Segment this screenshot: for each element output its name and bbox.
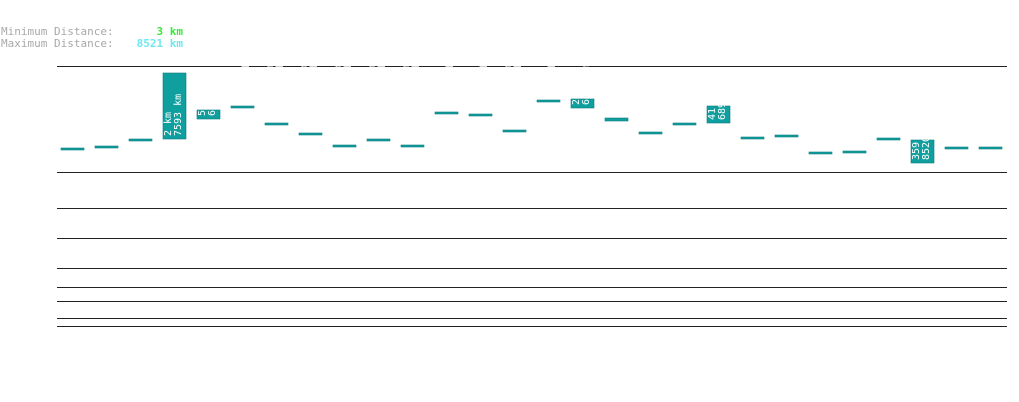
- bar-9-top-label: 323 km: [367, 62, 378, 98]
- bar-21-bottom-label: 7174 km: [785, 84, 796, 126]
- bar-9: [366, 138, 391, 142]
- bar-4-bottom-label: 6676 km: [207, 74, 218, 116]
- bar-1-top-label: 501 km: [95, 80, 106, 116]
- bar-19: [706, 105, 731, 124]
- maximum-distance-row: Maximum Distance: 8521 km: [1, 38, 183, 50]
- bar-0-bottom-label: 7035 km: [71, 81, 82, 123]
- bar-12: [468, 113, 493, 117]
- bar-20-bottom-label: 6686 km: [751, 74, 762, 116]
- bar-23-bottom-label: 6686 km: [853, 74, 864, 116]
- bar-10-bottom-label: 5654 km: [411, 56, 422, 98]
- bar-22-bottom-label: 6686 km: [819, 74, 830, 116]
- bar-4-top-label: 54 km: [197, 86, 208, 116]
- bar-1: [94, 145, 119, 149]
- bar-1-bottom-label: 6676 km: [105, 74, 116, 116]
- bar-17-bottom-label: 6686 km: [649, 74, 660, 116]
- minimum-distance-value: 3 km: [156, 25, 184, 38]
- bar-20: [740, 136, 765, 140]
- bar-2-bottom-label: 6676 km: [139, 74, 150, 116]
- bar-8-bottom-label: 5654 km: [343, 56, 354, 98]
- bar-0-top-label: 580 km: [61, 87, 72, 123]
- bar-12-bottom-label: 5654 km: [479, 56, 490, 98]
- bar-10-top-label: 466 km: [401, 62, 412, 98]
- bar-24-top-label: 314 km: [877, 80, 888, 116]
- bar-11: [434, 111, 459, 115]
- bar-3-bottom-label: 7593 km: [173, 94, 184, 136]
- bar-22-top-label: 734 km: [809, 80, 820, 116]
- minimum-distance-label: Minimum Distance:: [1, 25, 114, 38]
- bar-2: [128, 138, 153, 142]
- bar-7-top-label: 224 km: [299, 62, 310, 98]
- bar-25: [910, 139, 935, 164]
- bar-13-top-label: 190 km: [503, 62, 514, 98]
- bar-15-bottom-label: 6097 km: [581, 63, 592, 105]
- bar-18: [672, 122, 697, 126]
- bar-15-top-label: 26 km: [571, 75, 582, 105]
- bar-17-top-label: 210 km: [639, 80, 650, 116]
- bar-17: [638, 131, 663, 135]
- minimum-distance-row: Minimum Distance: 3 km: [1, 26, 183, 38]
- bar-12-top-label: 68 km: [469, 68, 480, 98]
- bar-10: [400, 144, 425, 148]
- bar-15: [570, 98, 595, 109]
- bar-20-top-label: 286 km: [741, 80, 752, 116]
- bar-19-top-label: 41 km: [707, 90, 718, 120]
- bar-27-top-label: 537 km: [979, 80, 990, 116]
- bar-9-bottom-label: 5654 km: [377, 56, 388, 98]
- bar-0: [60, 147, 85, 151]
- bar-22: [808, 151, 833, 155]
- bar-21: [774, 134, 799, 138]
- bar-8: [332, 144, 357, 148]
- bar-13: [502, 129, 527, 133]
- bar-24: [876, 137, 901, 141]
- bar-13-bottom-label: 5654 km: [513, 56, 524, 98]
- bar-8-top-label: 480 km: [333, 62, 344, 98]
- bar-16-bottom-label: 6765 km: [615, 76, 626, 118]
- bar-27-bottom-label: 6686 km: [989, 74, 1000, 116]
- bar-18-bottom-label: 6686 km: [683, 74, 694, 116]
- bar-26: [944, 146, 969, 150]
- bar-19-bottom-label: 6897 km: [717, 78, 728, 120]
- maximum-distance-value: 8521 km: [136, 37, 183, 50]
- bar-6: [264, 122, 289, 126]
- bar-14: [536, 99, 561, 103]
- bar-6-bottom-label: 5654 km: [275, 56, 286, 98]
- bar-5-top-label: 41 km: [231, 68, 242, 98]
- bar-23-top-label: 705 km: [843, 80, 854, 116]
- bar-16-top-label: 88 km: [605, 88, 616, 118]
- bar-26-bottom-label: 6686 km: [955, 74, 966, 116]
- bar-5: [230, 105, 255, 109]
- bar-6-top-label: 119 km: [265, 62, 276, 98]
- bar-23: [842, 150, 867, 154]
- bar-25-bottom-label: 8520 km: [921, 118, 932, 160]
- bar-21-top-label: 254 km: [775, 90, 786, 126]
- bar-18-top-label: 119 km: [673, 80, 684, 116]
- bar-2-top-label: 320 km: [129, 80, 140, 116]
- bar-3: [162, 72, 187, 140]
- bar-27: [978, 146, 1003, 150]
- bar-25-top-label: 359 km: [911, 124, 922, 160]
- bar-11-bottom-label: 5654 km: [445, 56, 456, 98]
- bar-11-top-label: 62 km: [435, 68, 446, 98]
- bar-24-bottom-label: 6686 km: [887, 74, 898, 116]
- distance-stats: Minimum Distance: 3 km Maximum Distance:…: [1, 26, 183, 50]
- bar-4: [196, 109, 221, 120]
- bar-26-top-label: 530 km: [945, 80, 956, 116]
- bar-7-bottom-label: 5654 km: [309, 56, 320, 98]
- bar-16: [604, 117, 629, 122]
- bar-5-bottom-label: 5654 km: [241, 56, 252, 98]
- bar-14-bottom-label: 5654 km: [547, 56, 558, 98]
- bar-14-top-label: 27 km: [537, 68, 548, 98]
- bar-7: [298, 132, 323, 136]
- maximum-distance-label: Maximum Distance:: [1, 37, 114, 50]
- bar-3-top-label: 2 km: [163, 112, 174, 136]
